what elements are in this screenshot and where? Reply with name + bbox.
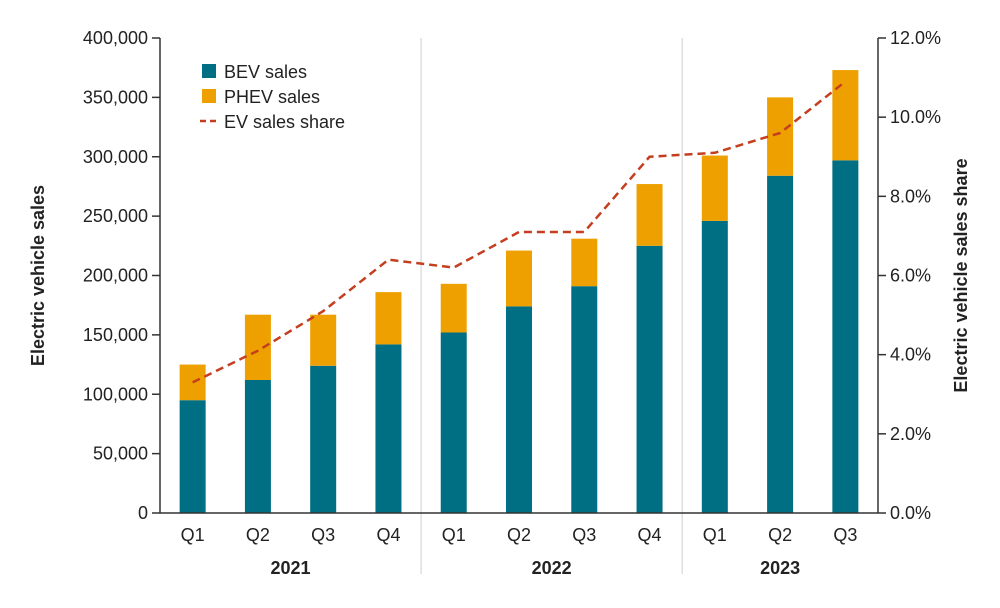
y-axis-title: Electric vehicle sales [28, 185, 48, 366]
legend-label-share: EV sales share [224, 112, 345, 132]
x-tick-label: Q4 [376, 525, 400, 545]
axes: 2021 2022 2023 Q1 Q2 Q3 Q4 Q1 Q2 Q3 Q4 Q1 Q2 Q3 0 50,00… [28, 28, 971, 578]
y2-tick-label: 0.0% [890, 503, 931, 523]
y-tick-label: 250,000 [83, 206, 148, 226]
x-tick-label: Q1 [703, 525, 727, 545]
x-tick-label: Q3 [833, 525, 857, 545]
year-label: 2022 [532, 558, 572, 578]
y-tick-label: 100,000 [83, 384, 148, 404]
legend-label-phev: PHEV sales [224, 87, 320, 107]
phev-bar [767, 97, 794, 176]
bev-bar [179, 400, 206, 513]
phev-bar [244, 314, 271, 380]
bev-bar [440, 332, 467, 513]
y2-axis-title: Electric vehicle sales share [951, 158, 971, 392]
phev-bar [701, 155, 728, 221]
legend-label-bev: BEV sales [224, 62, 307, 82]
y2-tick-label: 4.0% [890, 345, 931, 365]
y-tick-label: 400,000 [83, 28, 148, 48]
bev-bar [767, 175, 794, 513]
y-tick-label: 300,000 [83, 147, 148, 167]
bars [179, 70, 859, 513]
y2-tick-label: 10.0% [890, 107, 941, 127]
phev-bar [310, 314, 337, 366]
legend: BEV sales PHEV sales EV sales share [200, 62, 345, 132]
x-tick-label: Q3 [311, 525, 335, 545]
bev-bar [506, 306, 532, 513]
bev-bar [244, 380, 271, 513]
phev-bar [506, 250, 532, 307]
bev-bar [375, 344, 402, 513]
y2-tick-label: 2.0% [890, 424, 931, 444]
phev-bar [440, 283, 467, 333]
phev-bar [375, 292, 402, 345]
bev-bar [832, 160, 859, 513]
x-tick-label: Q1 [442, 525, 466, 545]
bev-bar [310, 365, 337, 513]
bev-bar [636, 245, 663, 513]
x-tick-label: Q3 [572, 525, 596, 545]
legend-swatch-phev [202, 89, 216, 103]
y-tick-label: 200,000 [83, 266, 148, 286]
bev-bar [571, 286, 598, 513]
x-tick-label: Q1 [181, 525, 205, 545]
ev-share-line [192, 80, 847, 384]
y-tick-label: 0 [138, 503, 148, 523]
year-label: 2023 [760, 558, 800, 578]
bev-bar [701, 220, 728, 513]
share-line [192, 80, 847, 384]
x-tick-label: Q2 [768, 525, 792, 545]
phev-bar [636, 184, 663, 246]
y2-tick-label: 12.0% [890, 28, 941, 48]
x-tick-label: Q2 [507, 525, 531, 545]
y2-tick-label: 8.0% [890, 186, 931, 206]
year-label: 2021 [271, 558, 311, 578]
x-tick-label: Q2 [246, 525, 270, 545]
phev-bar [832, 70, 859, 161]
year-separators [420, 38, 683, 574]
y2-tick-label: 6.0% [890, 266, 931, 286]
legend-swatch-bev [202, 64, 216, 78]
phev-bar [571, 238, 598, 287]
x-tick-label: Q4 [638, 525, 662, 545]
y-tick-label: 150,000 [83, 325, 148, 345]
y-tick-label: 50,000 [93, 444, 148, 464]
y-tick-label: 350,000 [83, 87, 148, 107]
